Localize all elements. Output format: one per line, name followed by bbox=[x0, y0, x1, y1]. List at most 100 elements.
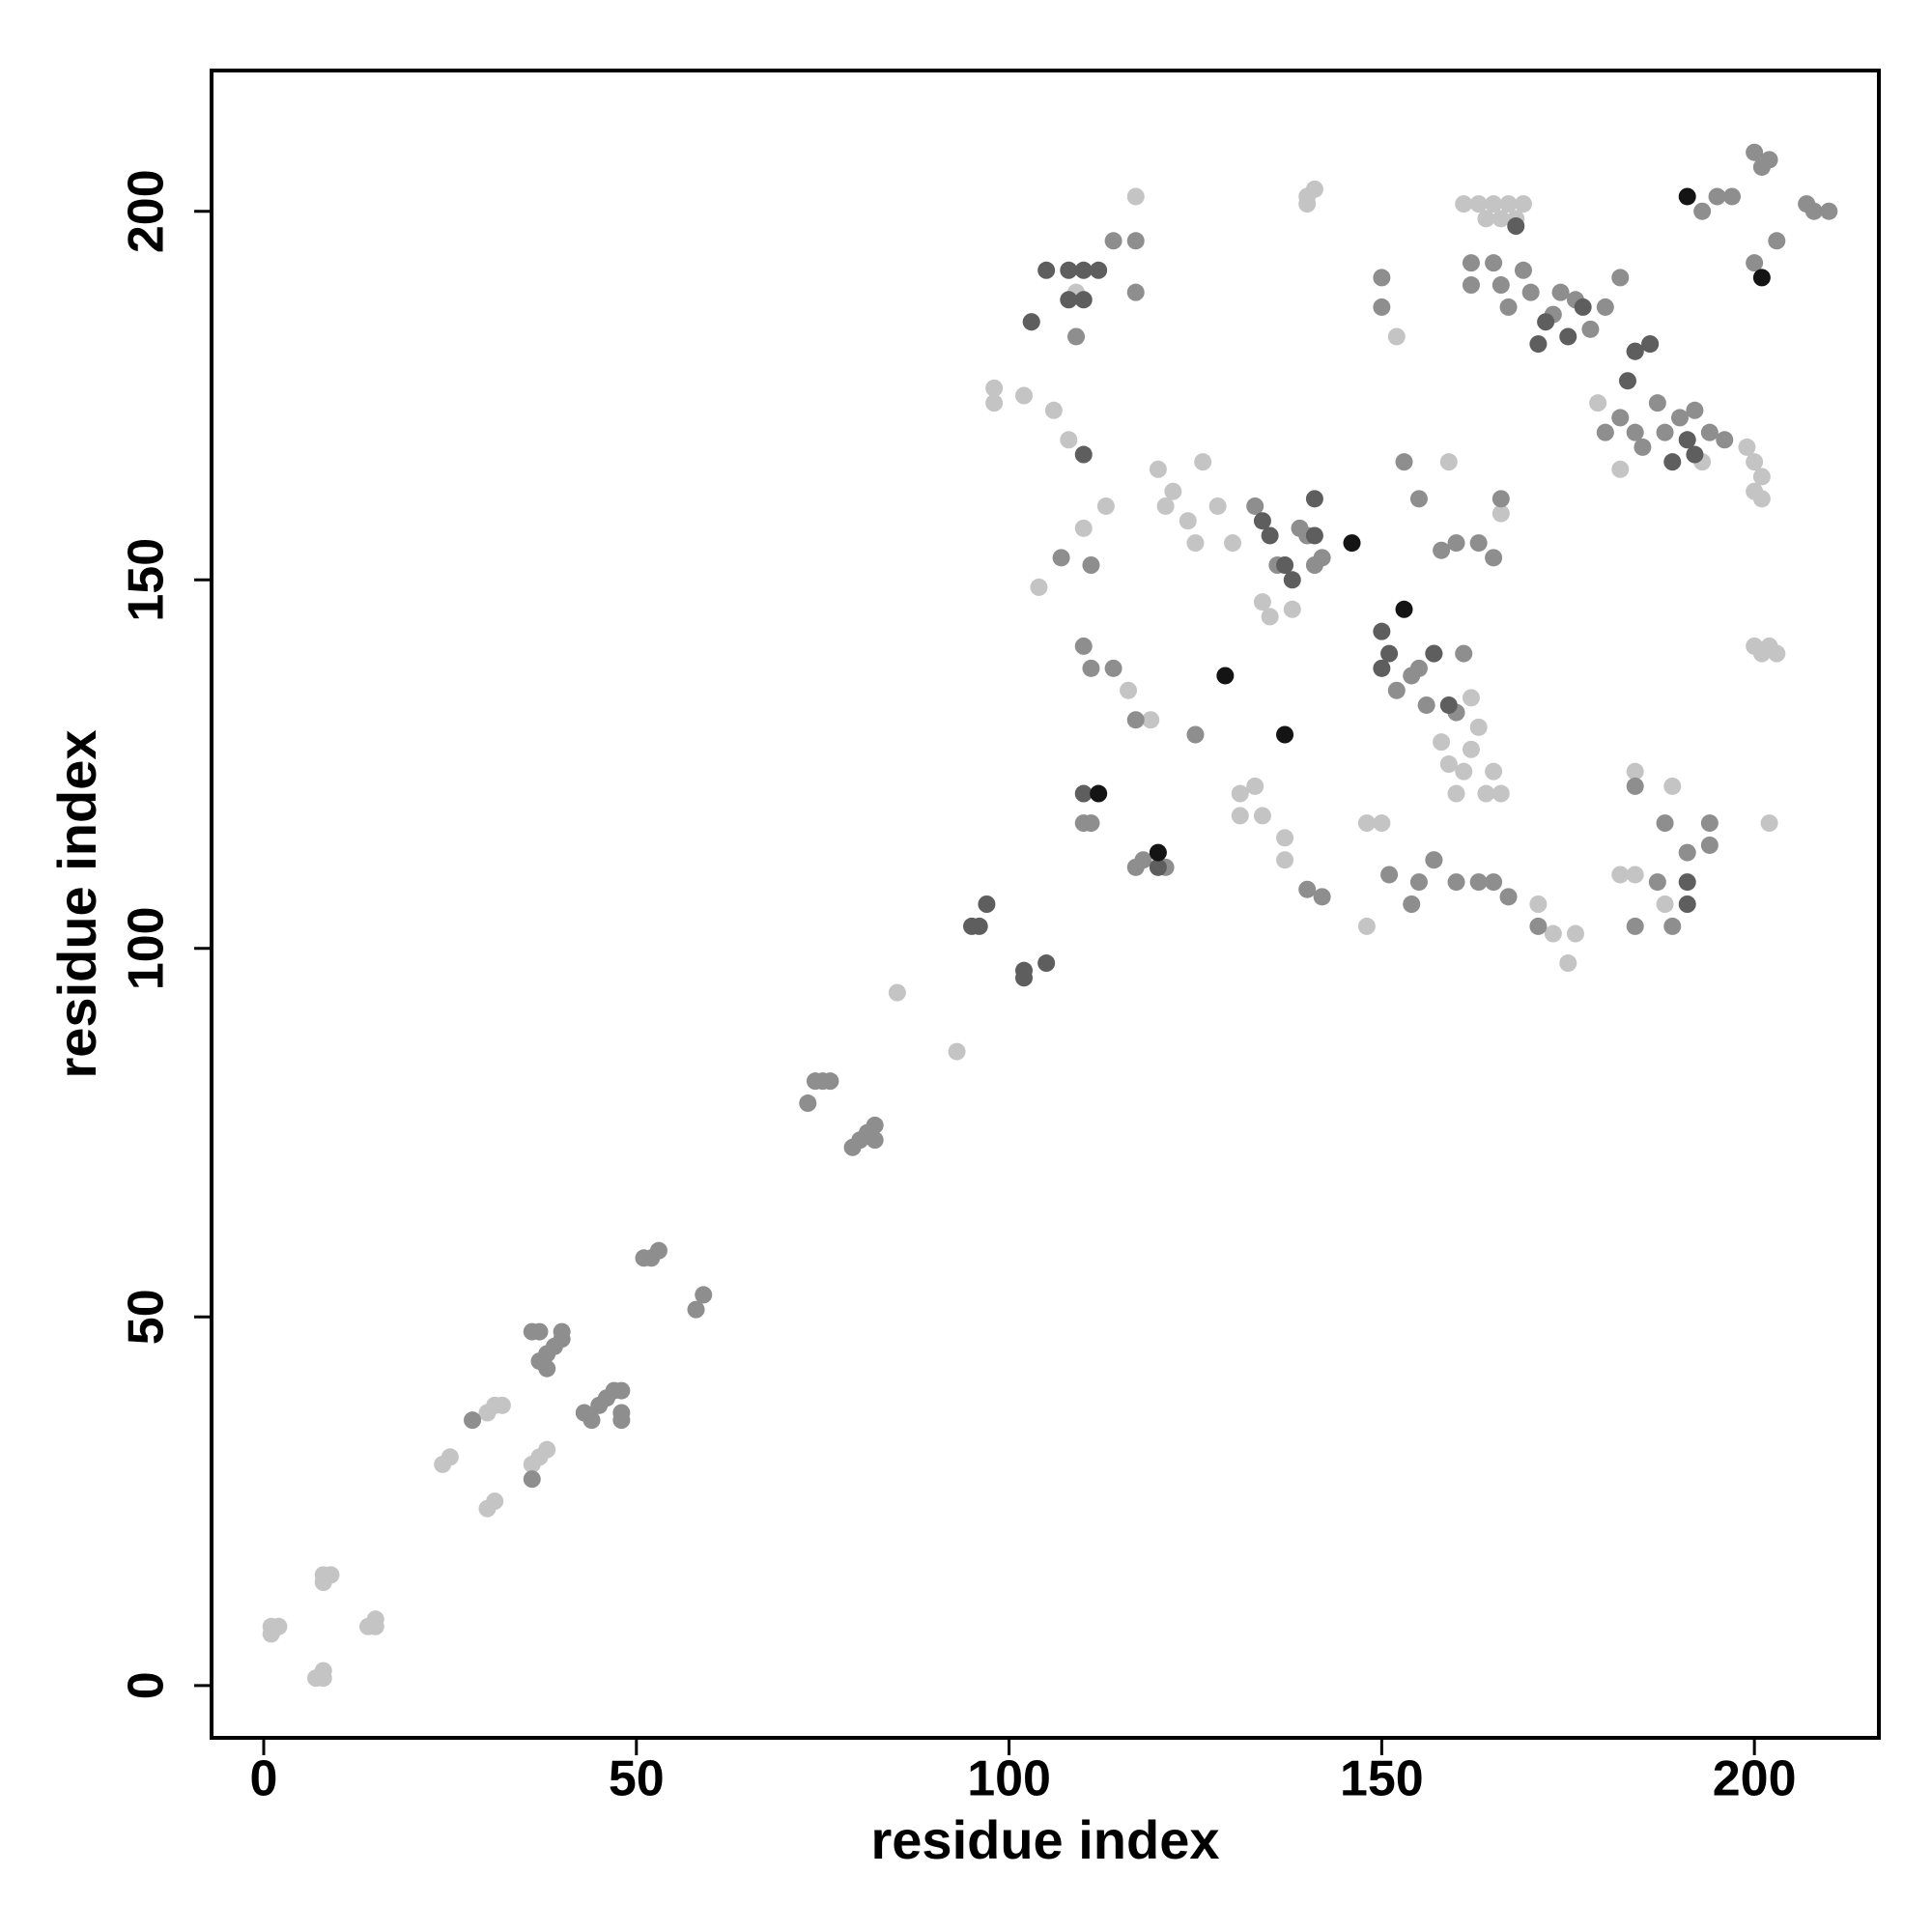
point bbox=[538, 1359, 556, 1378]
point bbox=[1343, 534, 1361, 553]
point bbox=[1469, 195, 1488, 213]
point bbox=[948, 1042, 966, 1061]
point bbox=[1469, 718, 1488, 736]
point bbox=[1477, 210, 1495, 228]
point bbox=[366, 1617, 384, 1635]
point bbox=[1663, 917, 1682, 935]
point bbox=[1663, 453, 1682, 471]
point bbox=[1298, 880, 1317, 898]
point bbox=[530, 1322, 549, 1341]
point bbox=[523, 1470, 541, 1489]
point bbox=[1746, 143, 1764, 161]
point bbox=[1380, 866, 1399, 884]
point bbox=[1433, 733, 1451, 752]
point bbox=[1618, 372, 1636, 390]
point bbox=[1537, 313, 1555, 331]
point bbox=[1425, 851, 1443, 869]
point bbox=[1700, 836, 1719, 854]
point bbox=[1752, 490, 1771, 508]
point bbox=[1134, 851, 1152, 869]
point bbox=[1395, 600, 1413, 618]
point bbox=[1626, 866, 1644, 884]
point bbox=[612, 1381, 631, 1400]
point bbox=[1156, 497, 1175, 515]
point bbox=[1126, 283, 1145, 301]
point bbox=[1067, 327, 1086, 346]
point bbox=[1208, 497, 1227, 515]
point bbox=[1656, 423, 1674, 441]
point bbox=[1559, 954, 1577, 973]
point bbox=[1492, 504, 1510, 523]
point bbox=[1700, 814, 1719, 833]
point bbox=[1305, 490, 1323, 508]
point bbox=[1373, 298, 1391, 316]
point bbox=[1752, 269, 1771, 287]
point bbox=[1634, 438, 1652, 456]
point bbox=[1566, 924, 1584, 943]
point bbox=[1022, 313, 1040, 331]
point bbox=[1447, 534, 1465, 553]
point bbox=[649, 1241, 668, 1260]
point bbox=[1686, 401, 1704, 419]
point bbox=[1499, 298, 1518, 316]
point bbox=[1253, 512, 1271, 530]
point bbox=[1485, 254, 1503, 272]
point bbox=[1357, 917, 1376, 935]
point bbox=[1126, 711, 1145, 729]
point bbox=[1611, 866, 1630, 884]
point bbox=[1357, 814, 1376, 833]
point bbox=[1447, 873, 1465, 892]
point bbox=[1648, 394, 1666, 412]
point bbox=[1276, 556, 1294, 575]
point bbox=[1746, 453, 1764, 471]
point bbox=[1529, 335, 1548, 354]
point bbox=[1090, 784, 1108, 803]
point bbox=[1656, 895, 1674, 913]
point bbox=[1723, 187, 1742, 206]
point bbox=[1648, 873, 1666, 892]
x-tick-label: 100 bbox=[967, 1751, 1051, 1807]
point bbox=[582, 1411, 601, 1430]
x-tick-label: 200 bbox=[1713, 1751, 1797, 1807]
point bbox=[1455, 195, 1473, 213]
point bbox=[1044, 401, 1063, 419]
y-axis-label: residue index bbox=[46, 729, 107, 1078]
point bbox=[1104, 659, 1122, 677]
point bbox=[866, 1116, 884, 1134]
point bbox=[1678, 873, 1696, 892]
point bbox=[538, 1440, 556, 1459]
point bbox=[553, 1322, 571, 1341]
point bbox=[1700, 423, 1719, 441]
point bbox=[1142, 711, 1160, 729]
point bbox=[1409, 490, 1428, 508]
point bbox=[1663, 777, 1682, 795]
point bbox=[1439, 696, 1458, 714]
point bbox=[1626, 762, 1644, 781]
point bbox=[1804, 202, 1823, 220]
point bbox=[1276, 725, 1294, 744]
point bbox=[985, 394, 1004, 412]
point bbox=[1656, 814, 1674, 833]
point bbox=[1611, 460, 1630, 478]
point bbox=[1082, 814, 1100, 833]
y-tick-label: 150 bbox=[119, 538, 175, 622]
point bbox=[1149, 460, 1167, 478]
point bbox=[1015, 386, 1034, 405]
point bbox=[1716, 431, 1734, 449]
point bbox=[1060, 431, 1078, 449]
point bbox=[1678, 843, 1696, 862]
point bbox=[1186, 534, 1205, 553]
point bbox=[1485, 762, 1503, 781]
y-tick-label: 100 bbox=[119, 906, 175, 990]
point bbox=[1439, 755, 1458, 774]
x-axis-label: residue index bbox=[870, 1809, 1219, 1870]
point bbox=[1037, 261, 1056, 279]
point bbox=[1462, 276, 1480, 295]
point bbox=[1514, 261, 1532, 279]
point bbox=[1760, 151, 1778, 169]
point bbox=[1074, 445, 1093, 464]
point bbox=[866, 1131, 884, 1150]
point bbox=[1760, 814, 1778, 833]
point bbox=[1574, 298, 1592, 316]
point bbox=[1074, 261, 1093, 279]
